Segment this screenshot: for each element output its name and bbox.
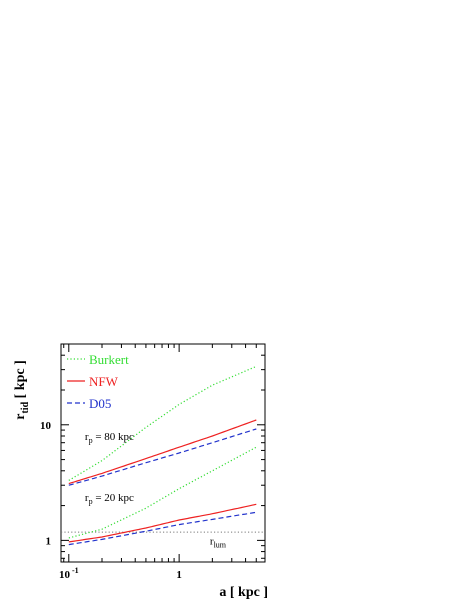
annotation-label: rp = 80 kpc [85, 431, 134, 445]
series-line-burkert-rp80 [68, 365, 257, 481]
y-tick-label: 1 [46, 535, 52, 547]
axis-ticks: 10 -1 1 1 10 [40, 343, 266, 581]
series-line-burkert-rp20 [68, 446, 257, 539]
legend-label: NFW [89, 374, 119, 389]
legend: Burkert NFW D05 [67, 352, 129, 411]
annotations: rp = 80 kpc rp = 20 kpc rlum [85, 431, 227, 550]
series-lines [68, 365, 257, 546]
x-axis-title: a [ kpc ] [219, 585, 268, 600]
series-line-nfw-rp80 [68, 419, 257, 485]
series-line-d05-rp80 [68, 428, 257, 486]
legend-label: Burkert [89, 352, 129, 367]
series-line-d05-rp20 [68, 511, 257, 546]
annotation-label: rp = 20 kpc [85, 492, 134, 506]
y-tick-label: 10 [40, 420, 52, 432]
legend-label: D05 [89, 396, 111, 411]
plot-frame [60, 343, 266, 563]
x-tick-label: 1 [176, 569, 182, 581]
annotation-label: rlum [210, 536, 227, 550]
series-line-nfw-rp20 [68, 503, 257, 543]
y-axis-title: rtid [ kpc ] [13, 360, 31, 420]
x-tick-label: 10 -1 [59, 566, 79, 581]
